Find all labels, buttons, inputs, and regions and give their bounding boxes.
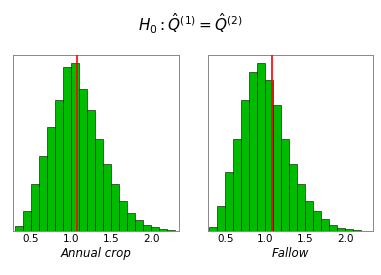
Bar: [63, 67, 71, 231]
Bar: [265, 80, 273, 231]
X-axis label: Fallow: Fallow: [272, 247, 309, 260]
Bar: [119, 201, 127, 231]
Bar: [151, 227, 159, 231]
Bar: [71, 63, 79, 231]
Bar: [55, 100, 63, 231]
Bar: [209, 227, 217, 231]
Bar: [127, 213, 135, 231]
Bar: [135, 220, 143, 231]
Bar: [241, 100, 249, 231]
Bar: [353, 230, 361, 231]
Bar: [225, 172, 233, 231]
Bar: [15, 226, 23, 231]
Bar: [95, 139, 103, 231]
Bar: [329, 225, 337, 231]
Text: $H_0 : \hat{Q}^{(1)} = \hat{Q}^{(2)}$: $H_0 : \hat{Q}^{(1)} = \hat{Q}^{(2)}$: [138, 11, 243, 35]
Bar: [297, 184, 305, 231]
Bar: [281, 139, 289, 231]
Bar: [47, 127, 55, 231]
Bar: [23, 211, 31, 231]
X-axis label: Annual crop: Annual crop: [61, 247, 132, 260]
Bar: [305, 201, 313, 231]
Bar: [31, 184, 39, 231]
Bar: [103, 164, 111, 231]
Bar: [233, 139, 241, 231]
Bar: [337, 228, 345, 231]
Bar: [249, 72, 257, 231]
Bar: [79, 89, 87, 231]
Bar: [273, 105, 281, 231]
Bar: [167, 230, 175, 231]
Bar: [289, 164, 297, 231]
Bar: [313, 211, 321, 231]
Bar: [39, 156, 47, 231]
Bar: [257, 63, 265, 231]
Bar: [321, 219, 329, 231]
Bar: [217, 206, 225, 231]
Bar: [111, 184, 119, 231]
Bar: [87, 110, 95, 231]
Bar: [345, 230, 353, 231]
Bar: [159, 229, 167, 231]
Bar: [143, 225, 151, 231]
